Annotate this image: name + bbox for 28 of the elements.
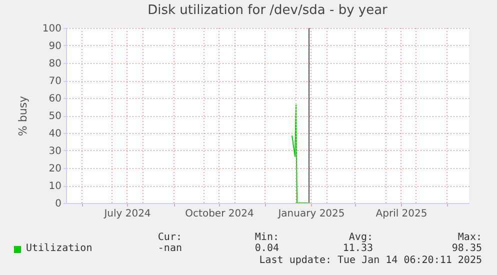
y-tick-label: 50 bbox=[48, 111, 62, 122]
chart-title: Disk utilization for /dev/sda - by year bbox=[148, 3, 388, 18]
x-tick-label: October 2024 bbox=[185, 208, 254, 220]
line-series bbox=[292, 104, 308, 203]
text: Cur: bbox=[158, 232, 182, 243]
text: Min: bbox=[254, 232, 279, 243]
y-tick-label: 40 bbox=[48, 128, 62, 140]
text: -nan bbox=[158, 243, 182, 254]
x-tick-label: July 2024 bbox=[103, 208, 151, 220]
text: 0.04 bbox=[254, 243, 279, 254]
y-tick-label: 100 bbox=[42, 24, 62, 34]
text: 98.35 bbox=[452, 243, 482, 254]
y-tick-label: 70 bbox=[48, 76, 62, 87]
legend-label: Utilization bbox=[26, 243, 92, 254]
y-tick-label: 20 bbox=[48, 164, 62, 174]
y-tick-label: 60 bbox=[48, 94, 62, 104]
text: Last update: Tue Jan 14 06:20:11 2025 bbox=[259, 255, 482, 266]
y-tick-label: 90 bbox=[48, 41, 62, 52]
text: Avg: bbox=[348, 232, 373, 243]
text: Max: bbox=[458, 232, 482, 243]
y-tick-label: 30 bbox=[48, 146, 62, 157]
y-tick-label: 10 bbox=[48, 181, 62, 192]
x-tick-label: January 2025 bbox=[277, 208, 345, 220]
x-tick-label: April 2025 bbox=[376, 208, 428, 220]
y-tick-label: 80 bbox=[48, 58, 62, 70]
text: 11.33 bbox=[342, 243, 373, 254]
y-axis-title: % busy bbox=[16, 95, 30, 136]
y-tick-label: 0 bbox=[55, 198, 62, 210]
